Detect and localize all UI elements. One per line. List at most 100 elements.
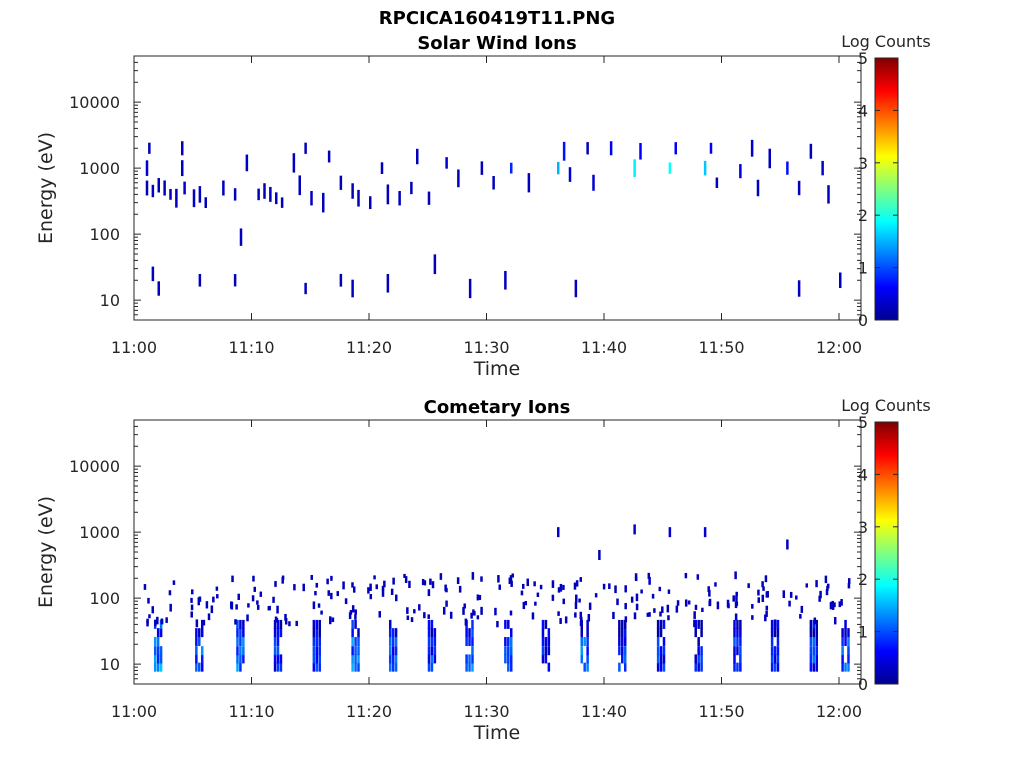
- x-tick-label: 11:30: [463, 338, 509, 357]
- data-cell: [210, 605, 214, 614]
- data-cell: [833, 617, 837, 625]
- data-cell: [276, 628, 280, 638]
- data-cell: [621, 628, 624, 638]
- data-cell: [647, 572, 651, 579]
- data-cell: [736, 619, 739, 629]
- data-cell: [815, 646, 818, 656]
- data-cell: [471, 662, 474, 672]
- data-cell: [651, 593, 655, 599]
- data-cell: [351, 654, 354, 664]
- data-cell: [574, 601, 578, 610]
- data-cell: [609, 141, 613, 156]
- data-cell: [544, 646, 548, 656]
- solar-wind-y-ticks: 10 100 1000 10000: [69, 55, 861, 321]
- data-cell: [524, 600, 528, 606]
- data-cell: [559, 618, 562, 624]
- data-cell: [841, 637, 844, 647]
- data-cell: [273, 637, 277, 647]
- data-cell: [734, 571, 737, 580]
- data-cell: [326, 578, 329, 585]
- data-cell: [586, 646, 589, 656]
- data-cell: [492, 176, 495, 190]
- data-cell: [562, 598, 566, 605]
- colorbar-tick-label: 3: [858, 518, 868, 537]
- data-cell: [275, 192, 278, 205]
- data-cell: [656, 619, 660, 629]
- data-cell: [707, 586, 710, 592]
- data-cell: [327, 590, 330, 596]
- data-cell: [169, 189, 172, 200]
- data-cell: [342, 581, 345, 590]
- y-tick-label: 10: [100, 291, 120, 310]
- data-cell: [330, 592, 333, 600]
- x-tick-label: 11:40: [581, 338, 627, 357]
- data-cell: [662, 646, 666, 656]
- data-cell: [159, 646, 163, 656]
- data-cell: [541, 628, 545, 638]
- cometary-title: Cometary Ions: [424, 397, 571, 418]
- data-cell: [630, 596, 634, 603]
- data-cell: [805, 583, 809, 588]
- data-cell: [471, 637, 474, 647]
- data-cell: [580, 654, 583, 664]
- cometary-cells: [143, 524, 851, 672]
- data-cell: [200, 646, 204, 656]
- data-cell: [352, 586, 356, 593]
- data-cell: [439, 573, 443, 580]
- data-cell: [230, 601, 234, 610]
- data-cell: [700, 628, 703, 638]
- data-cell: [153, 646, 157, 656]
- data-cell: [764, 614, 767, 622]
- data-cell: [624, 602, 627, 610]
- data-cell: [318, 646, 321, 656]
- data-cell: [580, 646, 583, 656]
- x-tick-label: 11:20: [346, 702, 392, 721]
- data-cell: [544, 654, 548, 664]
- data-cell: [583, 637, 586, 647]
- data-cell: [522, 601, 526, 610]
- data-cell: [471, 654, 474, 664]
- data-cell: [539, 584, 543, 590]
- data-cell: [809, 143, 813, 159]
- data-cell: [841, 662, 844, 672]
- data-cell: [172, 580, 176, 585]
- data-cell: [536, 592, 540, 597]
- data-cell: [733, 662, 736, 672]
- data-cell: [847, 662, 850, 672]
- data-cell: [462, 607, 465, 615]
- data-cell: [770, 637, 774, 647]
- data-cell: [236, 628, 239, 638]
- data-cell: [614, 585, 617, 594]
- data-cell: [694, 604, 698, 610]
- data-cell: [239, 637, 242, 647]
- data-cell: [236, 637, 239, 647]
- data-cell: [351, 637, 354, 647]
- data-cell: [344, 598, 348, 605]
- data-cell: [697, 654, 700, 664]
- data-cell: [215, 586, 219, 591]
- data-cell: [388, 662, 392, 672]
- data-cell: [633, 612, 637, 620]
- data-cell: [541, 619, 545, 629]
- data-cell: [533, 581, 536, 587]
- data-cell: [618, 646, 621, 656]
- data-cell: [575, 580, 579, 587]
- data-cell: [592, 174, 595, 191]
- cometary-y-ticks: 10 100 1000 10000: [69, 419, 861, 685]
- data-cell: [394, 637, 398, 647]
- y-tick-label: 10000: [69, 93, 120, 112]
- data-cell: [773, 646, 777, 656]
- data-cell: [551, 594, 555, 601]
- data-cell: [315, 582, 319, 588]
- cometary-y-label: Energy (eV): [35, 496, 57, 608]
- data-cell: [700, 646, 703, 656]
- data-cell: [646, 612, 650, 617]
- data-cell: [756, 179, 760, 197]
- data-cell: [465, 637, 468, 647]
- data-cell: [427, 637, 431, 647]
- data-cell: [736, 628, 739, 638]
- colorbar-tick-label: 0: [858, 675, 868, 694]
- data-cell: [252, 575, 255, 582]
- data-cell: [154, 619, 157, 627]
